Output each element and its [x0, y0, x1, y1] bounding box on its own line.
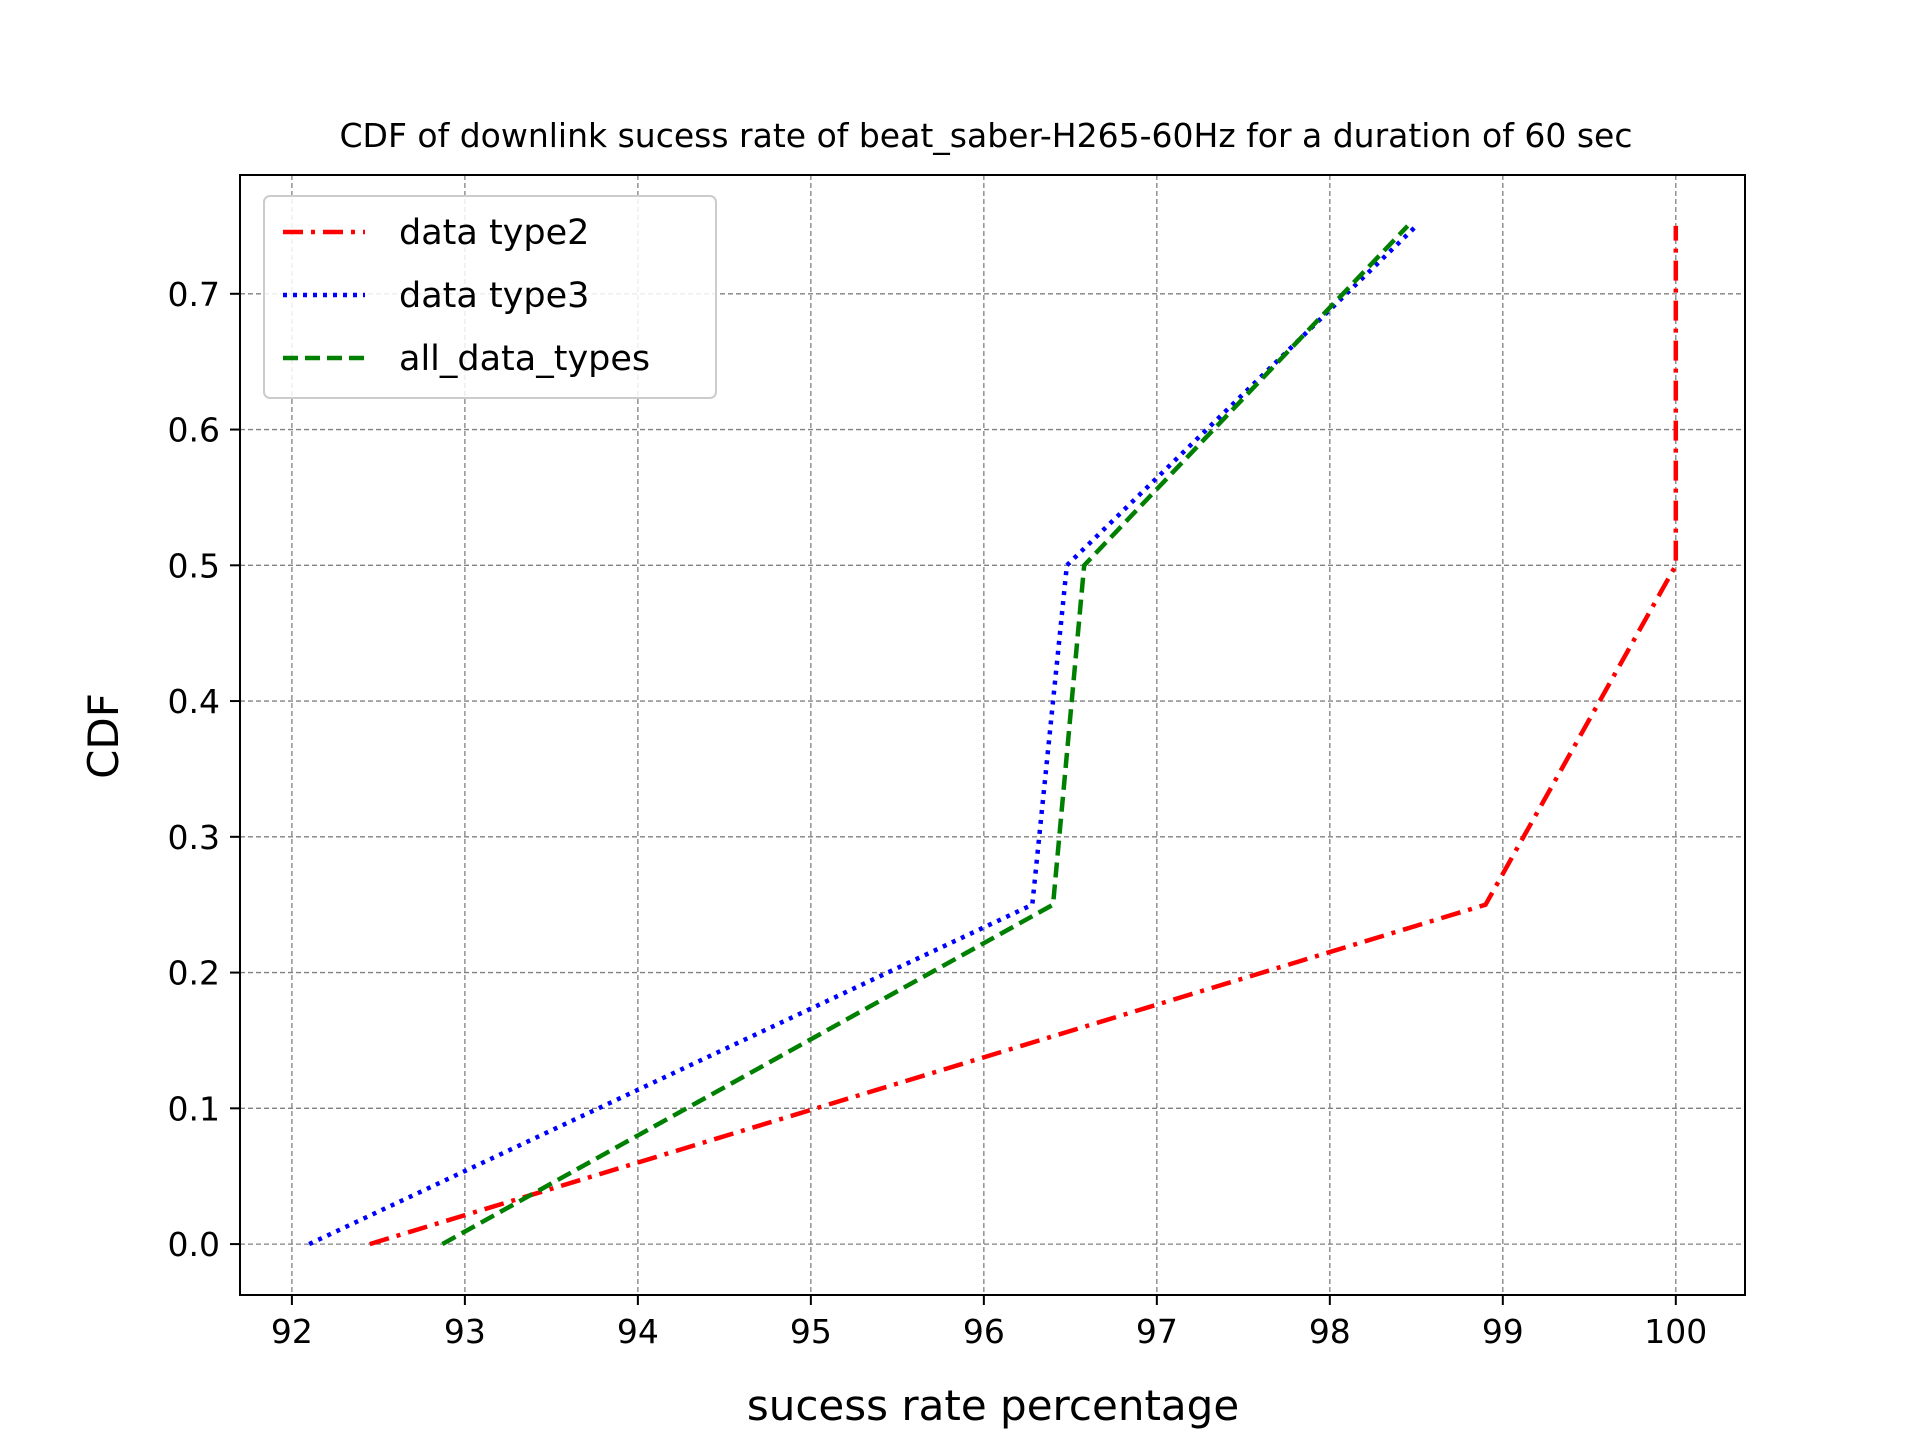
legend-label-1: data type3 — [399, 276, 589, 316]
x-tick-label: 92 — [271, 1312, 313, 1351]
y-tick-label: 0.7 — [168, 275, 220, 314]
x-tick-label: 94 — [617, 1312, 659, 1351]
series-line-0 — [369, 225, 1679, 1247]
x-tick-label: 96 — [963, 1312, 1005, 1351]
y-tick-label: 0.1 — [168, 1089, 220, 1128]
x-tick-label: 93 — [444, 1312, 486, 1351]
y-axis-label: CDF — [79, 693, 128, 779]
x-tick-label: 98 — [1309, 1312, 1351, 1351]
y-tick-label: 0.2 — [168, 954, 220, 993]
legend-label-2: all_data_types — [399, 339, 650, 379]
y-tick-label: 0.5 — [168, 546, 220, 585]
y-tick-label: 0.3 — [168, 818, 220, 857]
x-axis-label: sucess rate percentage — [747, 1381, 1239, 1430]
x-axis-ticks: 92 93 94 95 96 97 98 99 100 — [271, 1295, 1707, 1351]
y-axis-ticks: 0.0 0.1 0.2 0.3 0.4 0.5 0.6 0.7 — [168, 275, 240, 1264]
plot-frame — [239, 174, 1746, 1296]
x-tick-label: 100 — [1644, 1312, 1707, 1351]
x-tick-label: 95 — [790, 1312, 832, 1351]
chart-title: CDF of downlink sucess rate of beat_sabe… — [340, 116, 1633, 155]
y-tick-label: 0.4 — [168, 682, 220, 721]
legend-box — [263, 195, 717, 399]
y-tick-label: 0.0 — [168, 1225, 220, 1264]
series-line-2 — [441, 224, 1410, 1247]
x-tick-label: 99 — [1482, 1312, 1524, 1351]
legend-label-0: data type2 — [399, 213, 589, 253]
series-lines — [308, 224, 1679, 1247]
y-tick-label: 0.6 — [168, 411, 220, 450]
x-tick-label: 97 — [1136, 1312, 1178, 1351]
series-line-1 — [308, 224, 1418, 1247]
legend: data type2 data type3 all_data_types — [263, 195, 717, 399]
